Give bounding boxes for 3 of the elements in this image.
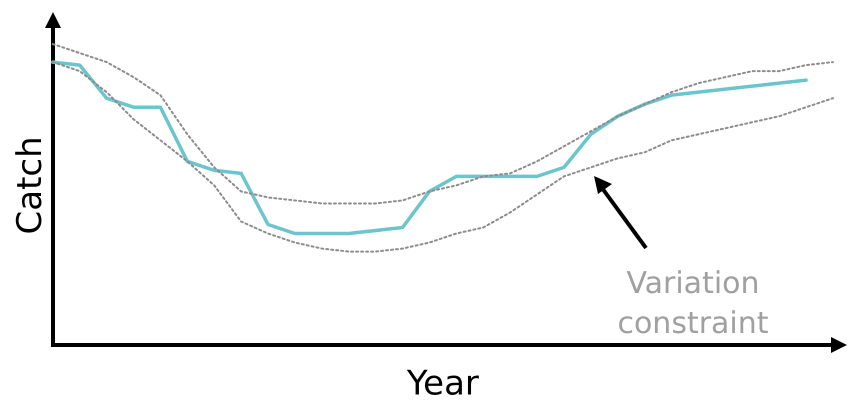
y-axis-title: Catch <box>10 136 50 234</box>
x-axis-title: Year <box>406 363 479 404</box>
annotation: Variation constraint <box>616 265 770 343</box>
